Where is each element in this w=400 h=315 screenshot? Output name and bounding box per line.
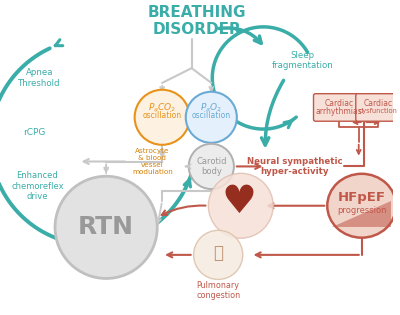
Text: Astrocyte
& blood
vessel
modulation: Astrocyte & blood vessel modulation: [132, 148, 173, 175]
Circle shape: [208, 173, 273, 238]
Text: arrhythmias: arrhythmias: [316, 107, 362, 116]
Text: BREATHING
DISORDER: BREATHING DISORDER: [147, 5, 246, 37]
Circle shape: [55, 176, 157, 278]
Text: progression: progression: [337, 206, 386, 215]
FancyBboxPatch shape: [314, 94, 365, 121]
Text: RTN: RTN: [78, 215, 134, 239]
Text: Pulmonary
congestion: Pulmonary congestion: [196, 281, 240, 300]
Text: Neural sympathetic
hyper-activity: Neural sympathetic hyper-activity: [247, 157, 343, 176]
Text: oscillation: oscillation: [192, 111, 231, 120]
Text: dysfunction: dysfunction: [359, 108, 398, 114]
Ellipse shape: [327, 174, 396, 238]
FancyBboxPatch shape: [356, 94, 400, 121]
Text: Cardiac: Cardiac: [364, 99, 393, 108]
Text: rCPG: rCPG: [23, 128, 46, 136]
Circle shape: [189, 144, 234, 189]
Circle shape: [135, 90, 190, 145]
Text: $P_aO_2$: $P_aO_2$: [200, 101, 222, 114]
Polygon shape: [332, 201, 391, 227]
Text: HFpEF: HFpEF: [338, 192, 386, 204]
Text: $P_aCO_2$: $P_aCO_2$: [148, 101, 176, 114]
Text: Carotid: Carotid: [196, 157, 226, 166]
Text: Enhanced
chemoreflex
drive: Enhanced chemoreflex drive: [11, 171, 64, 201]
Text: Apnea
Threshold: Apnea Threshold: [18, 68, 60, 88]
Circle shape: [194, 230, 243, 279]
Text: Sleep
fragmentation: Sleep fragmentation: [272, 51, 334, 70]
Text: ♥: ♥: [221, 183, 256, 221]
Text: oscillation: oscillation: [142, 111, 182, 120]
Text: Cardiac: Cardiac: [324, 99, 354, 108]
Text: 🫁: 🫁: [213, 244, 223, 262]
Text: body: body: [201, 167, 222, 176]
Circle shape: [186, 92, 237, 143]
